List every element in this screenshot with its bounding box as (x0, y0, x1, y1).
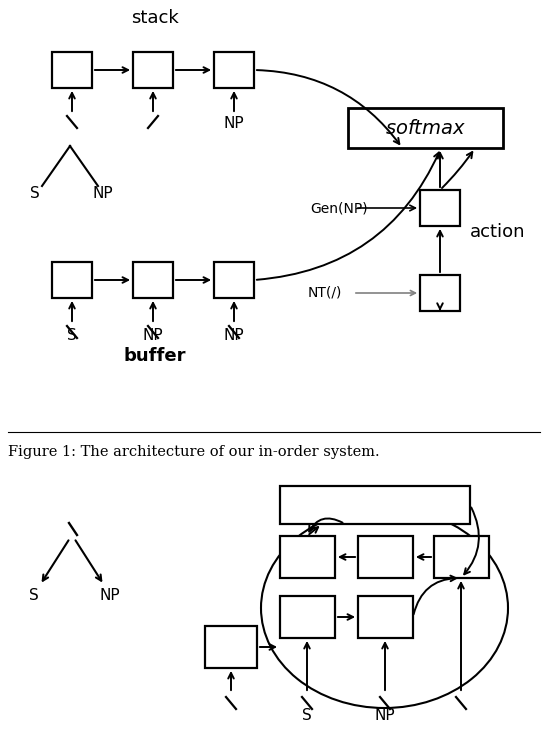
Text: S: S (30, 187, 40, 202)
Text: NP: NP (224, 329, 244, 344)
Bar (434, 536, 489, 578)
Text: stack: stack (131, 9, 179, 27)
Text: NP: NP (100, 588, 121, 603)
Bar (280, 596, 335, 638)
Text: NP: NP (375, 708, 395, 722)
Bar (420, 190, 460, 226)
Bar (214, 52, 254, 88)
Bar (358, 536, 413, 578)
Bar (348, 108, 503, 148)
Bar (133, 52, 173, 88)
Bar (214, 262, 254, 298)
Bar (280, 486, 470, 524)
Bar (52, 52, 92, 88)
Text: Gen(NP): Gen(NP) (310, 201, 368, 215)
Bar (358, 596, 413, 638)
Text: S: S (67, 329, 77, 344)
Text: S: S (29, 588, 39, 603)
Text: buffer: buffer (124, 347, 186, 365)
Text: S: S (302, 708, 312, 722)
Bar (52, 262, 92, 298)
Text: NT(/): NT(/) (308, 286, 342, 300)
Text: $\mathit{softmax}$: $\mathit{softmax}$ (385, 118, 466, 138)
Bar (280, 536, 335, 578)
Bar (420, 275, 460, 311)
Text: Figure 1: The architecture of our in-order system.: Figure 1: The architecture of our in-ord… (8, 445, 380, 459)
Text: NP: NP (93, 187, 113, 202)
Text: NP: NP (142, 329, 163, 344)
Bar (205, 626, 257, 668)
Text: action: action (470, 223, 526, 241)
Text: NP: NP (224, 117, 244, 132)
Bar (133, 262, 173, 298)
